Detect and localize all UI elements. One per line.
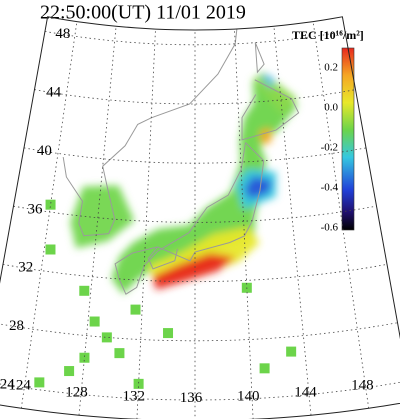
tec-patch bbox=[260, 74, 274, 89]
colorbar-tick-label: 0.2 bbox=[324, 62, 338, 74]
latitude-label: 36 bbox=[28, 201, 44, 217]
tec-patch bbox=[111, 79, 298, 295]
tec-cell bbox=[45, 244, 56, 255]
longitude-line bbox=[312, 21, 370, 409]
longitude-label: 140 bbox=[237, 389, 260, 405]
colorbar-tick-label: -0.2 bbox=[321, 142, 338, 154]
longitude-line bbox=[136, 29, 156, 419]
longitude-label: 144 bbox=[294, 384, 317, 400]
tec-cell bbox=[130, 304, 141, 315]
longitude-label: 148 bbox=[351, 378, 374, 394]
latitude-line bbox=[0, 322, 398, 342]
latitude-line bbox=[44, 31, 346, 46]
latitude-label: 40 bbox=[37, 143, 52, 159]
title: 22:50:00(UT) 11/01 2019 bbox=[40, 2, 246, 24]
tec-field bbox=[70, 71, 298, 295]
tec-cell bbox=[163, 328, 174, 339]
tec-cell bbox=[79, 285, 90, 296]
tec-patch bbox=[152, 253, 236, 290]
latitude-label: 28 bbox=[9, 318, 24, 334]
longitude-label: 128 bbox=[65, 384, 88, 400]
colorbar-label: TEC [10¹⁶/m²] bbox=[292, 28, 364, 42]
coastline bbox=[62, 16, 240, 237]
tec-patch bbox=[244, 176, 273, 199]
tec-cell bbox=[64, 366, 75, 377]
coastline bbox=[114, 142, 265, 295]
data-layer bbox=[34, 16, 300, 389]
longitude-line bbox=[273, 26, 312, 416]
latitude-label: 32 bbox=[18, 260, 33, 276]
latitude-label: 44 bbox=[46, 84, 62, 100]
latitude-line bbox=[2, 264, 388, 282]
longitude-label: 124 bbox=[8, 378, 31, 394]
tec-cell bbox=[79, 352, 90, 363]
tec-cell bbox=[114, 348, 125, 359]
colorbar-tick-label: -0.4 bbox=[321, 182, 339, 194]
tec-cell bbox=[286, 346, 297, 357]
colorbar bbox=[341, 47, 355, 231]
tec-cell bbox=[34, 377, 45, 388]
tec-cell bbox=[133, 378, 144, 389]
latitude-label: 48 bbox=[55, 26, 70, 42]
frame bbox=[0, 16, 400, 419]
coastline bbox=[241, 79, 300, 141]
colorbar-tick-label: 0.0 bbox=[324, 102, 338, 114]
tec-cell bbox=[259, 363, 270, 374]
tec-cell bbox=[45, 199, 56, 210]
coastline bbox=[147, 246, 178, 270]
longitude-label: 132 bbox=[122, 389, 145, 405]
tec-patch bbox=[70, 185, 135, 249]
latitude-label: 24 bbox=[0, 377, 15, 393]
longitude-label: 136 bbox=[180, 390, 203, 406]
tec-cell bbox=[89, 316, 100, 327]
colorbar-tick-label: -0.6 bbox=[321, 222, 339, 234]
coastline bbox=[254, 42, 265, 74]
tec-patch bbox=[253, 71, 297, 115]
tec-cell bbox=[101, 332, 112, 343]
